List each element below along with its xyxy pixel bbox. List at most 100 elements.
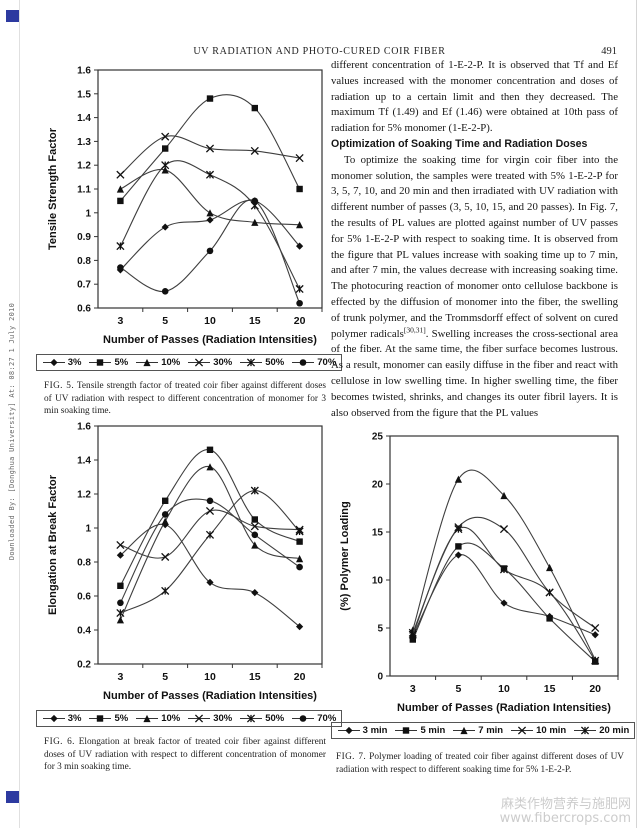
section-heading: Optimization of Soaking Time and Radiati… (331, 137, 588, 150)
svg-text:0: 0 (377, 672, 383, 683)
figure-5: 0.6 0.7 0.8 0.9 1 1.1 1.2 1.3 1.4 1.5 1.6 3 5 10 15 20 N… (35, 60, 343, 418)
legend-label: 5% (114, 357, 129, 368)
svg-text:1.5: 1.5 (77, 89, 91, 100)
blue-marker-square-bottom (6, 791, 19, 803)
legend-label: 50% (265, 357, 285, 368)
series-20 min (408, 525, 600, 665)
legend-entry-10-min: 10 min (510, 725, 566, 736)
fig5-caption: FIG. 5. Tensile strength factor of treat… (44, 380, 326, 418)
fig6-label: FIG. 6. (44, 737, 75, 747)
running-head-title: UV RADIATION AND PHOTO-CURED COIR FIBER (193, 46, 446, 57)
legend-label: 10% (161, 357, 181, 368)
legend-label: 20 min (599, 725, 630, 736)
legend-entry-70%: 70% (291, 713, 336, 724)
svg-text:10: 10 (498, 683, 510, 695)
watermark: 麻类作物营养与施肥网 www.fibercrops.com (500, 798, 631, 826)
legend-label: 30% (213, 357, 233, 368)
svg-text:0.6: 0.6 (77, 592, 91, 603)
series-5% (117, 446, 303, 589)
svg-text:20: 20 (294, 315, 306, 327)
legend-entry-7-min: 7 min (452, 725, 503, 736)
svg-text:3: 3 (410, 683, 416, 695)
svg-text:20: 20 (372, 480, 384, 491)
blue-marker-square-top (6, 10, 19, 22)
svg-text:0.9: 0.9 (77, 232, 91, 243)
star-marker-icon (574, 726, 597, 735)
series-5% (117, 94, 303, 205)
page-left-edge-line (19, 0, 20, 828)
legend-label: 3% (67, 357, 82, 368)
legend-label: 5% (114, 713, 129, 724)
figure-7: 0 5 10 15 20 25 3 5 10 15 20 Number of Passes (Radi… (330, 426, 636, 776)
svg-text:1.2: 1.2 (77, 161, 91, 172)
body-paragraph-2-continued: . Swelling increases the cross-sectional… (331, 327, 618, 419)
svg-text:0.6: 0.6 (77, 304, 91, 315)
y-axis-label: (%) Polymer Loading (339, 501, 351, 610)
svg-text:25: 25 (372, 432, 384, 443)
diamond-marker-icon (42, 714, 65, 723)
svg-text:1.4: 1.4 (77, 113, 91, 124)
legend-label: 3% (67, 713, 82, 724)
series-50% (116, 486, 304, 618)
legend-entry-50%: 50% (239, 713, 284, 724)
page-right-edge-line (636, 0, 637, 828)
svg-text:5: 5 (162, 315, 168, 327)
legend-entry-5%: 5% (88, 357, 128, 368)
legend-entry-5%: 5% (88, 713, 128, 724)
triangle-marker-icon (453, 726, 476, 735)
fig7-caption-text: Polymer loading of treated coir fiber ag… (336, 752, 625, 775)
watermark-site-url: www.fibercrops.com (499, 811, 631, 826)
triangle-marker-icon (136, 358, 159, 367)
svg-text:20: 20 (294, 671, 306, 683)
legend-label: 3 min (362, 725, 388, 736)
fig7-caption: FIG. 7. Polymer loading of treated coir … (336, 751, 624, 776)
svg-text:1: 1 (85, 208, 91, 219)
x-marker-icon (188, 358, 211, 367)
series-50% (116, 160, 304, 294)
svg-text:5: 5 (162, 671, 168, 683)
legend-entry-30%: 30% (187, 357, 232, 368)
svg-text:15: 15 (544, 683, 556, 695)
svg-text:10: 10 (372, 576, 384, 587)
svg-text:1.6: 1.6 (77, 66, 91, 77)
legend-entry-3%: 3% (42, 357, 82, 368)
circle-marker-icon (292, 359, 315, 366)
x-axis-label: Number of Passes (Radiation Intensities) (103, 690, 317, 702)
fig7-chart: 0 5 10 15 20 25 3 5 10 15 20 Number of Passes (Radi… (339, 432, 619, 714)
body-paragraph-2-text: To optimize the soaking time for virgin … (331, 153, 618, 340)
fig5-legend: 3% 5% 10% 30% 50% 70% (35, 354, 343, 371)
square-marker-icon (395, 727, 418, 734)
svg-text:10: 10 (204, 671, 216, 683)
legend-entry-10%: 10% (135, 357, 180, 368)
fig7-legend: 3 min 5 min 7 min 10 min 20 min (330, 722, 636, 739)
legend-label: 5 min (420, 725, 446, 736)
legend-entry-3%: 3% (42, 713, 82, 724)
fig5-label: FIG. 5. (44, 381, 75, 391)
body-paragraph-1: different concentration of 1-E-2-P. It i… (331, 59, 618, 135)
svg-text:0.4: 0.4 (77, 626, 91, 637)
legend-label: 70% (317, 713, 337, 724)
fig7-label: FIG. 7. (336, 752, 367, 762)
svg-text:1.6: 1.6 (77, 422, 91, 433)
legend-entry-3-min: 3 min (337, 725, 388, 736)
svg-text:0.2: 0.2 (77, 660, 91, 671)
svg-text:15: 15 (249, 671, 261, 683)
y-axis-label: Elongation at Break Factor (47, 474, 59, 615)
svg-text:1: 1 (85, 524, 91, 535)
legend-entry-10%: 10% (135, 713, 180, 724)
x-axis-label: Number of Passes (Radiation Intensities) (397, 702, 611, 714)
star-marker-icon (240, 714, 263, 723)
svg-text:0.7: 0.7 (77, 280, 91, 291)
svg-text:0.8: 0.8 (77, 558, 91, 569)
series-30% (116, 506, 304, 561)
series-3 min (409, 551, 599, 640)
fig6-chart: 0.2 0.4 0.6 0.8 1 1.2 1.4 1.6 3 5 10 15 20 Number of … (47, 422, 323, 702)
star-marker-icon (240, 358, 263, 367)
svg-text:1.1: 1.1 (77, 185, 91, 196)
legend-entry-50%: 50% (239, 357, 284, 368)
legend-label: 10% (161, 713, 181, 724)
svg-text:20: 20 (589, 683, 601, 695)
square-marker-icon (89, 715, 112, 722)
diamond-marker-icon (337, 726, 360, 735)
